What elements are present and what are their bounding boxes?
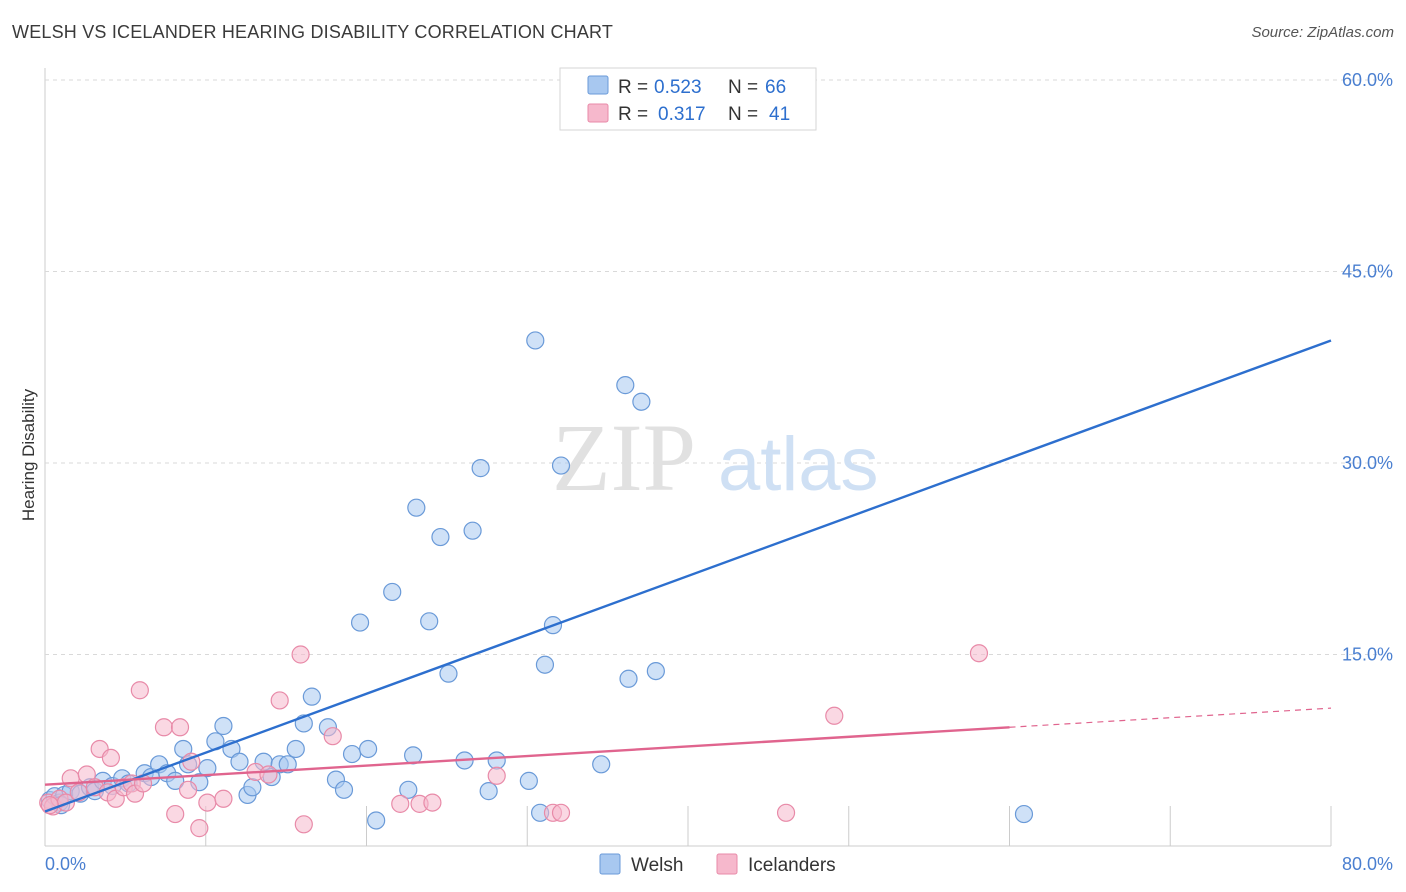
welsh-point xyxy=(407,498,426,517)
welsh-point xyxy=(487,751,506,770)
icelander-point xyxy=(969,644,989,663)
y-tick-label: 30.0% xyxy=(1342,453,1393,473)
bottom-legend-swatch-icelanders xyxy=(716,853,738,875)
chart-title: WELSH VS ICELANDER HEARING DISABILITY CO… xyxy=(12,22,614,42)
welsh-point xyxy=(367,811,386,830)
welsh-point xyxy=(1014,804,1034,824)
icelander-point xyxy=(190,819,209,838)
bottom-legend-swatch-welsh xyxy=(599,853,621,875)
icelander-point xyxy=(214,789,233,808)
axis-ticks: 15.0% 30.0% 45.0% 60.0% 0.0% 80.0% xyxy=(45,70,1393,874)
icelander-point xyxy=(198,793,217,812)
watermark: ZIP atlas xyxy=(552,404,879,511)
icelander-point xyxy=(101,748,121,768)
welsh-point xyxy=(278,755,297,774)
legend-welsh-r-value: 0.523 xyxy=(654,77,702,98)
icelander-point xyxy=(825,706,844,725)
welsh-point xyxy=(383,582,402,602)
welsh-point xyxy=(619,669,638,688)
icelander-point xyxy=(130,681,149,700)
welsh-point xyxy=(198,759,217,778)
icelander-point xyxy=(270,691,289,710)
legend-welsh-r-label: R = xyxy=(618,77,648,98)
icelander-point xyxy=(154,718,174,737)
welsh-point xyxy=(243,778,262,797)
welsh-point xyxy=(463,521,482,540)
welsh-point xyxy=(535,655,555,674)
legend-ice-n-value: 41 xyxy=(769,104,790,125)
welsh-point xyxy=(592,755,611,774)
welsh-point xyxy=(420,612,439,631)
legend-ice-r-value: 0.317 xyxy=(658,104,706,125)
welsh-point xyxy=(286,739,305,759)
legend-ice-n-label: N = xyxy=(728,104,758,125)
welsh-point xyxy=(230,752,249,771)
source-credit: Source: ZipAtlas.com xyxy=(1251,24,1394,41)
watermark-atlas: atlas xyxy=(718,422,879,507)
icelander-point xyxy=(178,780,198,799)
y-axis-label: Hearing Disability xyxy=(19,388,38,521)
welsh-point xyxy=(646,661,665,681)
legend-swatch-welsh xyxy=(587,75,609,95)
welsh-point xyxy=(302,687,321,706)
welsh-point xyxy=(439,664,458,683)
welsh-point xyxy=(526,331,545,350)
legend-welsh-n-label: N = xyxy=(728,77,758,98)
welsh-point xyxy=(471,459,490,478)
y-tick-label: 15.0% xyxy=(1342,645,1393,665)
legend-welsh-n-value: 66 xyxy=(765,77,786,98)
trendlines xyxy=(44,339,1332,813)
welsh-point xyxy=(519,771,538,790)
legend-ice-r-label: R = xyxy=(618,104,648,125)
icelander-point xyxy=(294,815,313,834)
x-tick-label: 0.0% xyxy=(45,854,86,874)
welsh-point xyxy=(551,456,571,475)
icelander-point xyxy=(323,727,342,746)
icelander-point xyxy=(40,796,59,815)
icelander-point xyxy=(291,645,310,664)
welsh-point xyxy=(350,613,370,632)
icelander-point xyxy=(776,803,796,822)
series-legend: Welsh Icelanders xyxy=(599,853,836,876)
icelander-point xyxy=(391,794,410,813)
welsh-point xyxy=(479,782,498,801)
icelander-point xyxy=(170,718,190,737)
icelander-point xyxy=(551,803,571,822)
icelander-point xyxy=(487,766,506,785)
y-tick-label: 60.0% xyxy=(1342,70,1393,90)
scatter-points xyxy=(39,331,1034,838)
welsh-point xyxy=(359,739,378,759)
icelander-trendline-extension xyxy=(1009,707,1332,728)
correlation-legend: R = 0.523 N = 66 R = 0.317 N = 41 xyxy=(559,67,817,131)
y-tick-label: 45.0% xyxy=(1342,262,1393,282)
bottom-legend-icelanders: Icelanders xyxy=(748,855,836,876)
welsh-point xyxy=(632,392,651,411)
watermark-zip: ZIP xyxy=(552,404,696,511)
icelander-point xyxy=(166,804,185,824)
icelander-point xyxy=(423,793,442,812)
welsh-point xyxy=(334,780,354,799)
icelander-point xyxy=(259,765,278,784)
icelander-trendline xyxy=(44,726,1010,786)
welsh-point xyxy=(342,744,362,764)
legend-swatch-icelanders xyxy=(587,103,609,123)
welsh-point xyxy=(214,716,233,736)
grid xyxy=(44,68,1381,847)
welsh-point xyxy=(616,376,635,395)
welsh-point xyxy=(399,780,418,799)
welsh-point xyxy=(431,527,450,547)
welsh-trendline xyxy=(44,339,1332,813)
bottom-legend-welsh: Welsh xyxy=(631,855,683,876)
x-tick-label: 80.0% xyxy=(1342,854,1393,874)
